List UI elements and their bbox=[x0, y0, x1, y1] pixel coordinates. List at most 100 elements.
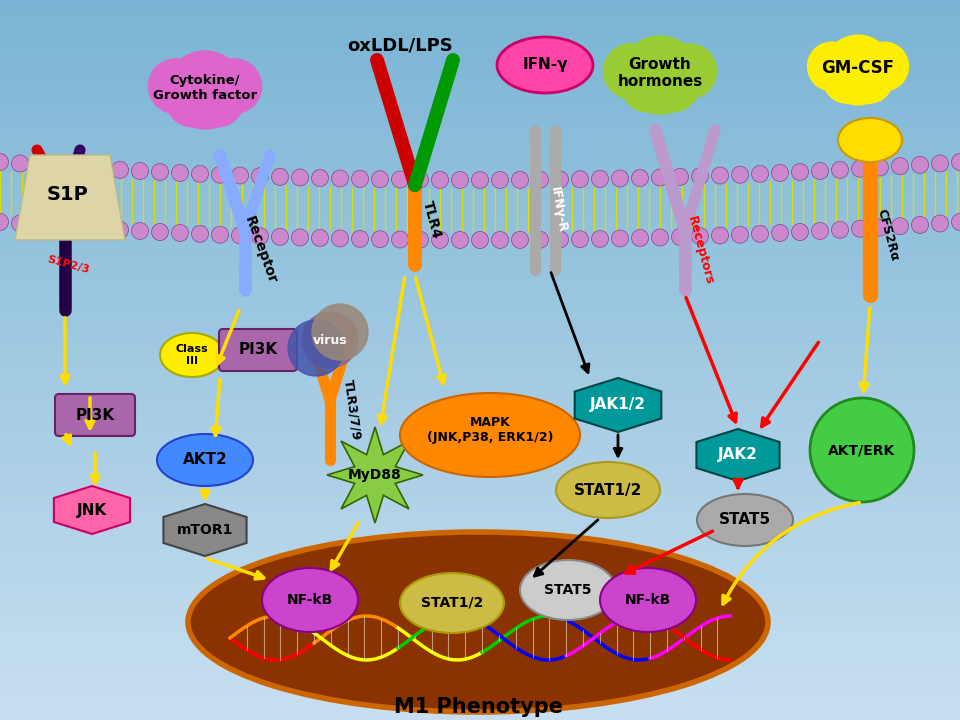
Bar bbox=[0, 225, 960, 234]
Circle shape bbox=[311, 169, 328, 186]
Bar bbox=[0, 189, 960, 198]
Bar bbox=[0, 675, 960, 684]
Bar bbox=[0, 576, 960, 585]
Circle shape bbox=[292, 229, 308, 246]
Circle shape bbox=[671, 168, 688, 185]
Circle shape bbox=[181, 57, 228, 104]
Bar bbox=[0, 198, 960, 207]
Text: JNK: JNK bbox=[77, 503, 108, 518]
Circle shape bbox=[471, 171, 489, 189]
Bar bbox=[0, 432, 960, 441]
Circle shape bbox=[331, 230, 348, 247]
Text: Receptors: Receptors bbox=[684, 214, 715, 286]
Text: Class
III: Class III bbox=[176, 344, 208, 366]
Bar bbox=[0, 711, 960, 720]
Bar bbox=[0, 216, 960, 225]
Circle shape bbox=[872, 219, 889, 236]
Bar bbox=[0, 477, 960, 486]
Circle shape bbox=[532, 171, 548, 188]
Bar bbox=[0, 243, 960, 252]
Text: Cytokine/
Growth factor: Cytokine/ Growth factor bbox=[153, 74, 257, 102]
Polygon shape bbox=[327, 427, 423, 523]
Circle shape bbox=[772, 164, 788, 181]
Circle shape bbox=[52, 217, 68, 235]
Circle shape bbox=[412, 231, 428, 248]
Bar bbox=[0, 315, 960, 324]
Circle shape bbox=[591, 171, 609, 187]
Bar bbox=[0, 144, 960, 153]
Bar bbox=[0, 306, 960, 315]
Bar bbox=[0, 630, 960, 639]
Text: NF-kB: NF-kB bbox=[625, 593, 671, 607]
Circle shape bbox=[292, 169, 308, 186]
Circle shape bbox=[852, 161, 869, 177]
Bar bbox=[0, 342, 960, 351]
Bar bbox=[0, 693, 960, 702]
Bar bbox=[0, 540, 960, 549]
Ellipse shape bbox=[497, 37, 593, 93]
Circle shape bbox=[272, 228, 289, 246]
Circle shape bbox=[302, 312, 358, 368]
Text: oxLDL/LPS: oxLDL/LPS bbox=[348, 36, 453, 54]
Ellipse shape bbox=[157, 434, 253, 486]
Circle shape bbox=[791, 163, 808, 181]
Circle shape bbox=[166, 51, 244, 129]
Circle shape bbox=[911, 156, 928, 174]
Circle shape bbox=[532, 231, 548, 248]
Circle shape bbox=[451, 231, 468, 248]
Ellipse shape bbox=[600, 568, 696, 632]
Ellipse shape bbox=[160, 333, 224, 377]
Circle shape bbox=[691, 228, 708, 245]
Circle shape bbox=[622, 61, 672, 112]
Bar bbox=[0, 360, 960, 369]
Circle shape bbox=[711, 167, 729, 184]
Circle shape bbox=[431, 231, 448, 248]
Bar bbox=[0, 333, 960, 342]
Text: PI3K: PI3K bbox=[238, 343, 277, 358]
Circle shape bbox=[311, 230, 328, 246]
Bar bbox=[0, 531, 960, 540]
Circle shape bbox=[392, 231, 409, 248]
Text: Receptor: Receptor bbox=[241, 215, 278, 286]
Circle shape bbox=[412, 171, 428, 188]
Text: MyD88: MyD88 bbox=[348, 468, 402, 482]
Bar bbox=[0, 450, 960, 459]
Circle shape bbox=[32, 217, 49, 233]
Text: STAT5: STAT5 bbox=[544, 583, 591, 597]
Circle shape bbox=[791, 223, 808, 240]
Circle shape bbox=[621, 36, 699, 114]
Circle shape bbox=[211, 226, 228, 243]
Bar bbox=[0, 135, 960, 144]
Circle shape bbox=[492, 171, 509, 189]
Bar bbox=[0, 522, 960, 531]
Circle shape bbox=[191, 166, 208, 182]
Circle shape bbox=[32, 156, 49, 174]
Circle shape bbox=[12, 155, 29, 172]
Circle shape bbox=[71, 219, 88, 236]
Ellipse shape bbox=[697, 494, 793, 546]
Circle shape bbox=[648, 61, 698, 112]
Text: JAK1/2: JAK1/2 bbox=[590, 397, 646, 413]
Circle shape bbox=[0, 214, 9, 230]
Circle shape bbox=[71, 159, 88, 176]
Circle shape bbox=[772, 225, 788, 241]
Text: MAPK
(JNK,P38, ERK1/2): MAPK (JNK,P38, ERK1/2) bbox=[427, 416, 553, 444]
Circle shape bbox=[824, 35, 893, 105]
Polygon shape bbox=[15, 155, 125, 240]
Circle shape bbox=[111, 161, 129, 179]
Bar bbox=[0, 0, 960, 9]
Bar bbox=[0, 396, 960, 405]
Circle shape bbox=[662, 44, 716, 99]
Text: S1P: S1P bbox=[47, 186, 89, 204]
Text: AKT/ERK: AKT/ERK bbox=[828, 443, 896, 457]
Bar bbox=[0, 459, 960, 468]
Circle shape bbox=[172, 225, 188, 241]
Bar bbox=[0, 486, 960, 495]
Ellipse shape bbox=[556, 462, 660, 518]
Bar bbox=[0, 288, 960, 297]
Bar bbox=[0, 513, 960, 522]
Bar bbox=[0, 162, 960, 171]
Circle shape bbox=[811, 163, 828, 179]
Bar bbox=[0, 252, 960, 261]
Bar bbox=[0, 270, 960, 279]
